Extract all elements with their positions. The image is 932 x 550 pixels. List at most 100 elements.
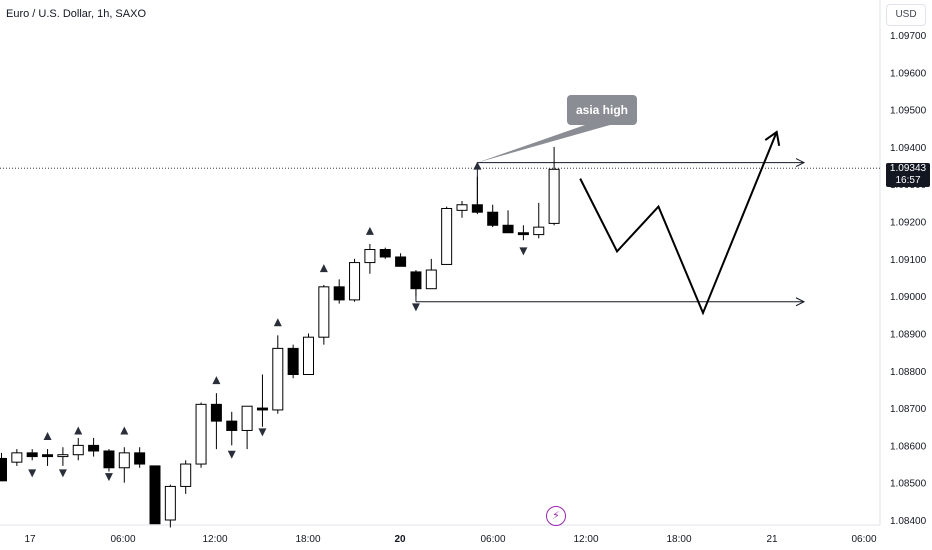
candle (164, 484, 176, 528)
support-line-arrow (795, 297, 806, 307)
candle-body (395, 256, 407, 267)
candle (256, 374, 268, 427)
candle (303, 333, 314, 376)
fractal-down-marker (58, 469, 67, 478)
candle-body (533, 226, 545, 236)
candle (379, 247, 391, 259)
candle (349, 258, 361, 302)
candle-body (548, 168, 560, 224)
candles (0, 146, 560, 528)
fractal-up-marker (74, 426, 83, 435)
candle-body (487, 211, 499, 226)
current-price-value: 1.09343 (889, 163, 927, 174)
candle (456, 201, 468, 218)
fractal-down-marker (104, 473, 113, 482)
candle-body (471, 204, 483, 213)
candle (410, 270, 422, 297)
x-tick-label: 17 (24, 534, 36, 545)
markers (28, 161, 528, 482)
candle-body (164, 485, 176, 521)
candle-body (118, 452, 130, 469)
x-tick-label: 06:00 (110, 534, 135, 545)
candle (425, 258, 437, 290)
candle-body (456, 204, 468, 211)
candle (180, 460, 192, 494)
y-tick-label: 1.08700 (890, 404, 927, 415)
asia-high-line-arrow (795, 158, 806, 168)
fractal-up-marker (120, 426, 129, 435)
y-tick-label: 1.08400 (890, 516, 927, 527)
x-tick-label: 20 (394, 534, 406, 545)
x-tick-label: 21 (766, 534, 778, 545)
candle (103, 449, 115, 472)
candle (333, 279, 345, 304)
candle-body (149, 465, 161, 525)
candle (533, 202, 545, 239)
y-tick-label: 1.09100 (890, 255, 927, 266)
candle (72, 437, 84, 461)
projection-line (579, 131, 778, 316)
candle (0, 452, 7, 482)
candle-body (57, 454, 69, 458)
fractal-up-marker (319, 264, 328, 273)
candle-body (72, 444, 84, 456)
fractal-down-marker (28, 469, 37, 478)
candle-body (303, 336, 314, 376)
candle (88, 437, 100, 457)
candle-body (134, 452, 146, 465)
fractal-up-marker (43, 432, 52, 441)
current-price-badge: 1.09343 16:57 (886, 163, 930, 187)
y-tick-label: 1.09200 (890, 218, 927, 229)
candle-body (11, 452, 23, 463)
candle-body (88, 444, 100, 452)
candle (517, 225, 529, 241)
y-tick-label: 1.09700 (890, 31, 927, 42)
fractal-down-marker (519, 247, 528, 256)
fractal-up-marker (365, 226, 374, 235)
x-tick-label: 12:00 (202, 534, 227, 545)
y-tick-label: 1.08500 (890, 479, 927, 490)
currency-selector[interactable]: USD (886, 4, 926, 26)
lightning-icon[interactable]: ⚡ (546, 506, 566, 526)
candle (502, 210, 514, 234)
candle-body (195, 403, 207, 465)
asia-high-callout[interactable]: asia high (567, 95, 637, 125)
candle-body (318, 286, 330, 338)
fractal-up-marker (473, 161, 482, 170)
candle-body (180, 463, 192, 487)
chart-title: Euro / U.S. Dollar, 1h, SAXO (6, 8, 147, 20)
y-tick-label: 1.08800 (890, 367, 927, 378)
x-tick-label: 18:00 (666, 534, 691, 545)
candle-body (333, 286, 345, 301)
candle-body (425, 269, 437, 290)
candle-body (441, 207, 453, 265)
candle-body (42, 454, 54, 458)
candle-body (364, 249, 376, 264)
candle-body (379, 249, 391, 258)
callout-pointer (477, 125, 610, 163)
candle (57, 447, 69, 466)
candle-body (287, 347, 299, 375)
y-tick-label: 1.09400 (890, 143, 927, 154)
y-tick-label: 1.09500 (890, 106, 927, 117)
candle (118, 447, 130, 483)
candle (441, 206, 453, 265)
candle (548, 146, 560, 226)
y-tick-label: 1.09600 (890, 68, 927, 79)
candle (318, 284, 330, 345)
x-axis: 17 06:00 12:00 18:00 20 06:00 12:00 18:00 21 06:0… (24, 534, 877, 545)
candle (487, 204, 499, 228)
candle (272, 335, 284, 414)
candle-body (103, 450, 115, 469)
candle-body (410, 271, 422, 290)
candle-body (517, 232, 529, 236)
candle (42, 449, 54, 466)
candle (195, 402, 207, 468)
candle (364, 243, 376, 274)
candle-body (26, 452, 38, 458)
x-tick-label: 18:00 (295, 534, 320, 545)
candle-body (502, 224, 514, 234)
projection-path (579, 130, 781, 316)
fractal-down-marker (258, 428, 267, 437)
